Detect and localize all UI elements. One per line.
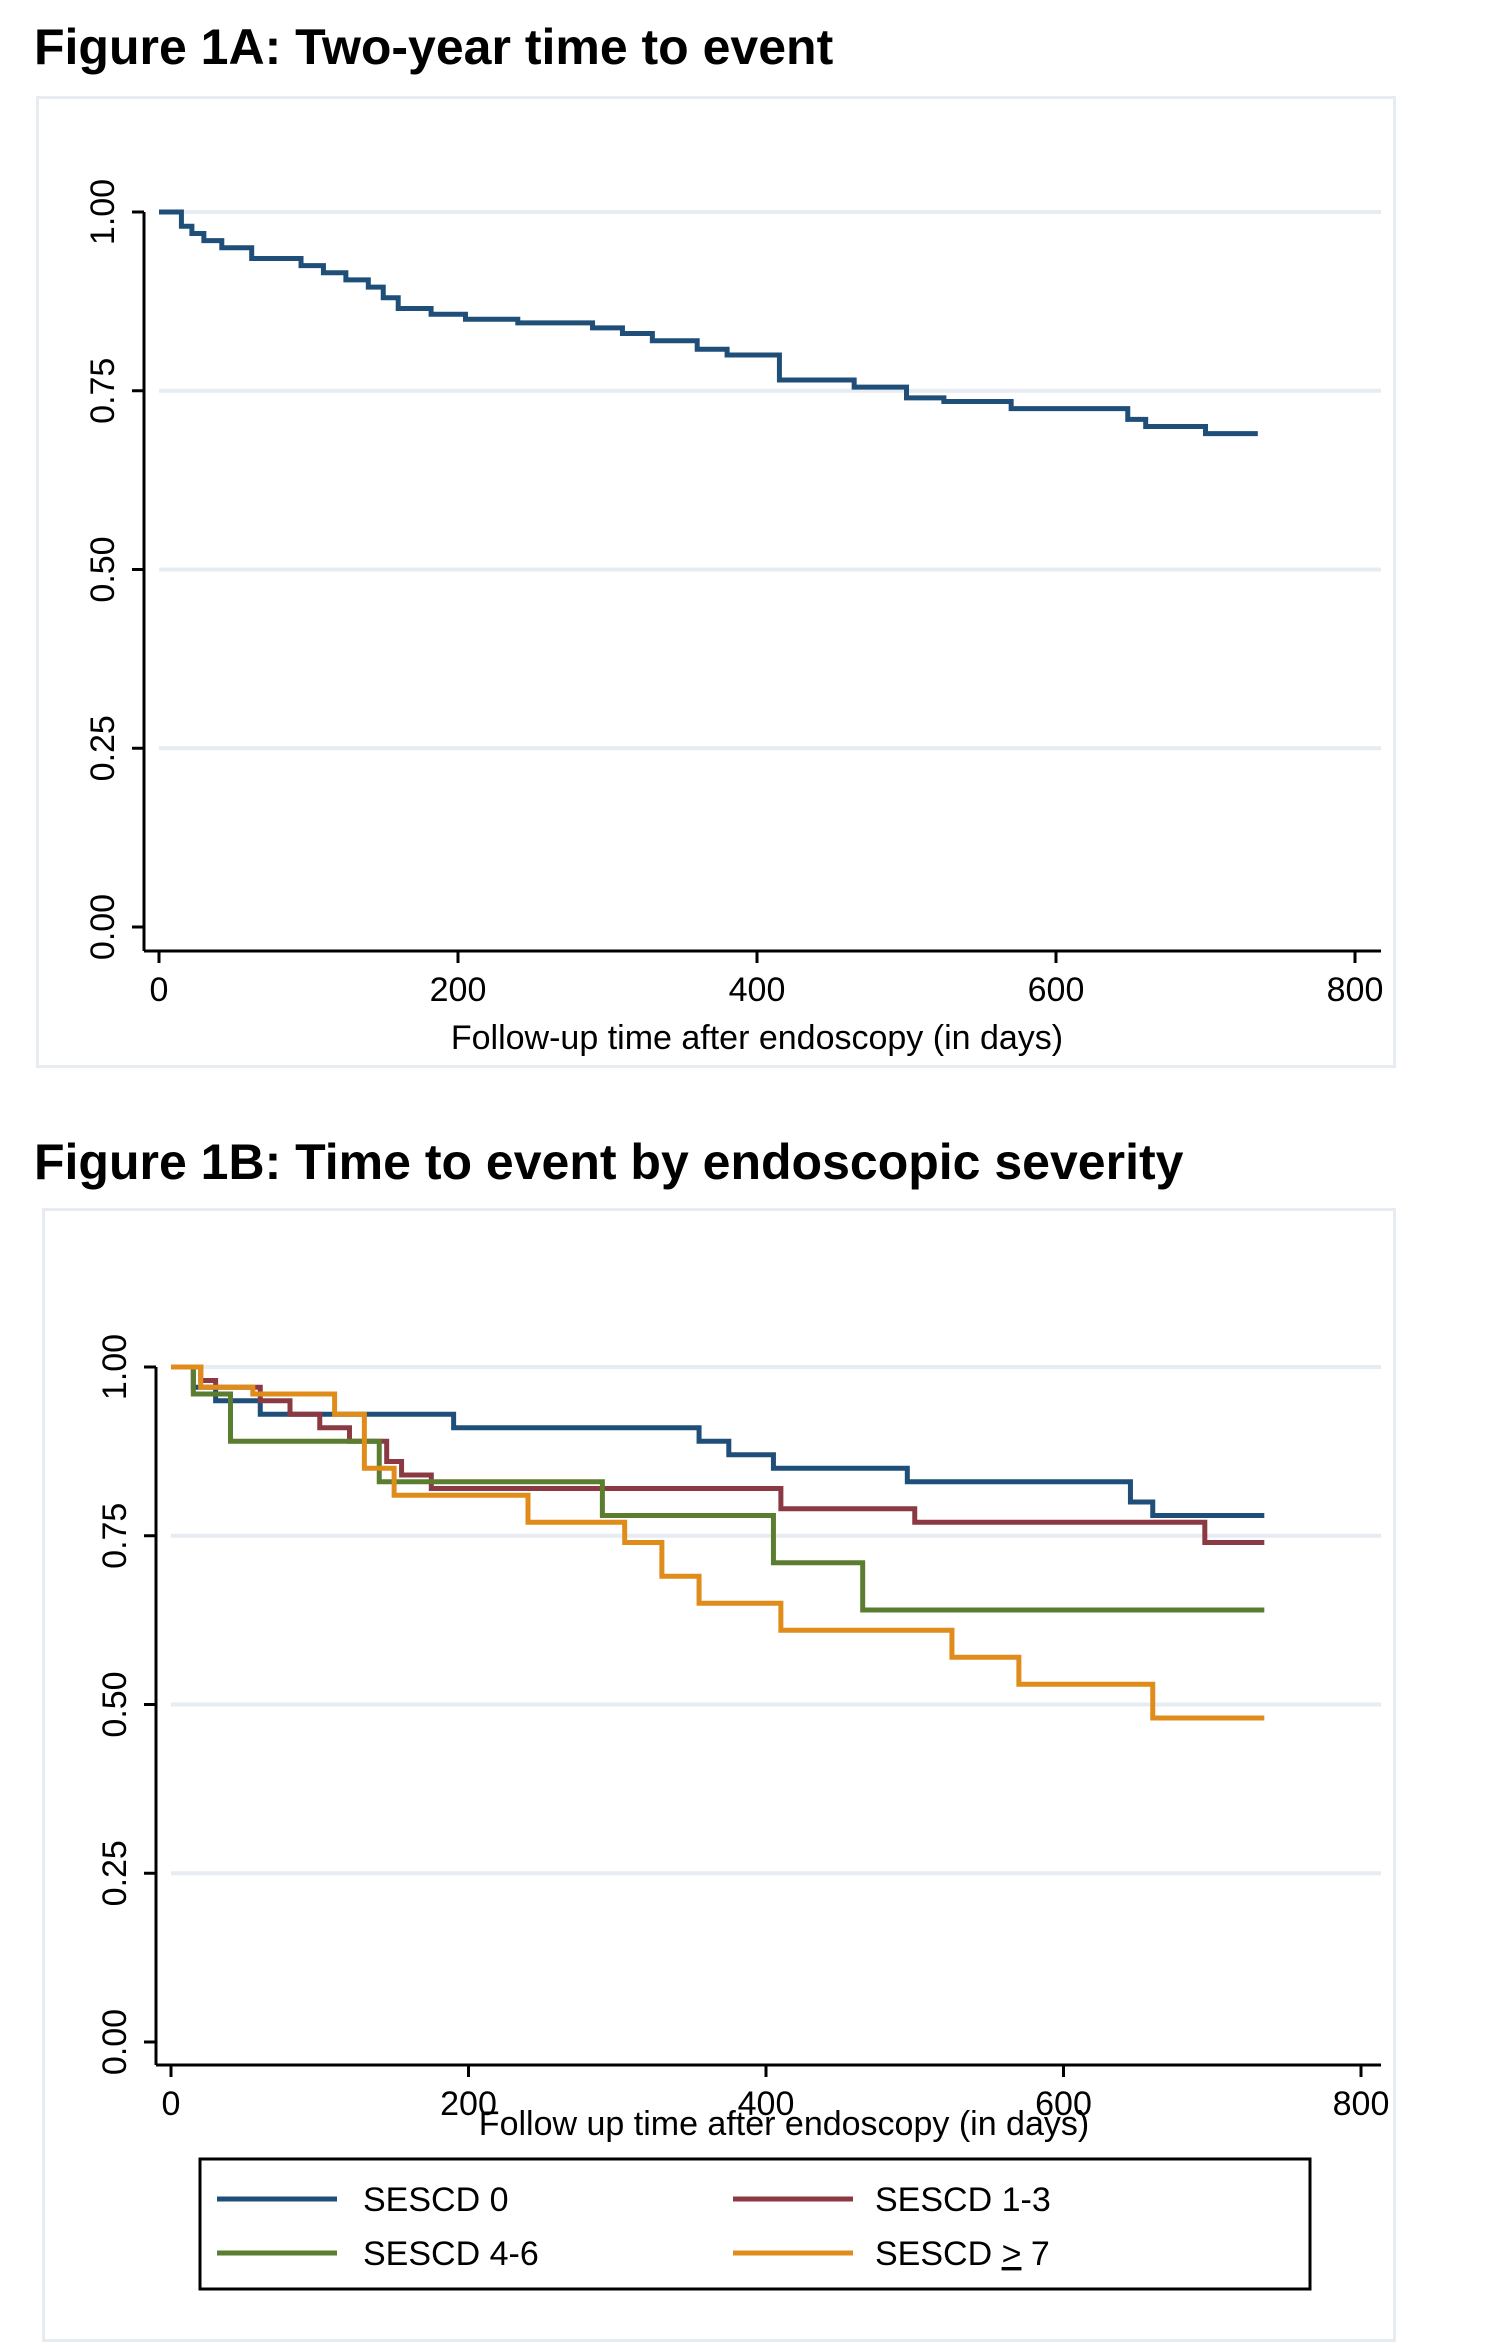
y-tick-label-0.50: 0.50	[84, 536, 122, 602]
figure-1b-grid	[171, 1365, 1381, 1876]
figure-1a-title: Figure 1A: Two-year time to event	[34, 19, 834, 75]
figure-1a-panel: 0 200 400 600 800 0.00 0.25 0.50 0.75 1.00 Follow…	[36, 96, 1396, 1068]
legend-label-sescd-1-3: SESCD 1-3	[875, 2181, 1051, 2219]
figure-1a-x-axis-label: Follow-up time after endoscopy (in days)	[451, 1019, 1063, 1057]
x-tick-label-0: 0	[150, 971, 169, 1009]
x-tick-label-200: 200	[430, 971, 487, 1009]
x-tick-label-400: 400	[729, 971, 786, 1009]
legend-label-sescd-4-6: SESCD 4-6	[363, 2235, 539, 2273]
figure-1b-title: Figure 1B: Time to event by endoscopic s…	[34, 1134, 1184, 1190]
figure-1b-x-axis-label: Follow up time after endoscopy (in days)	[479, 2105, 1089, 2143]
x-tick-label-0: 0	[162, 2085, 181, 2123]
y-tick-label-0.75: 0.75	[96, 1503, 134, 1569]
x-tick-label-800: 800	[1333, 2085, 1390, 2123]
figure-1b-series	[171, 1364, 1265, 1721]
y-tick-label-0.25: 0.25	[96, 1840, 134, 1906]
legend-label-sescd-7-symbol: >	[1002, 2235, 1022, 2273]
figure-1b-axes: 0 200 400 600 800 0.00 0.25 0.50 0.75 1.00	[96, 1334, 1389, 2123]
figure-1b-panel: 0 200 400 600 800 0.00 0.25 0.50 0.75 1.00 Follow…	[42, 1208, 1396, 2342]
figure-1b-chart: 0 200 400 600 800 0.00 0.25 0.50 0.75 1.00 Follow…	[96, 1334, 1389, 2291]
x-tick-label-400: 400	[738, 2085, 795, 2123]
legend-label-sescd-7: SESCD > 7	[875, 2235, 1050, 2273]
legend-label-sescd-7-prefix: SESCD	[875, 2235, 1002, 2273]
figure-1a-grid	[159, 210, 1381, 751]
figure-1a-series	[159, 209, 1258, 437]
y-tick-label-0.00: 0.00	[96, 2009, 134, 2075]
y-tick-label-0.25: 0.25	[84, 715, 122, 781]
x-tick-label-600: 600	[1035, 2085, 1092, 2123]
series-line-sescd-4-6	[171, 1364, 1265, 1613]
legend-label-sescd-7-suffix: 7	[1021, 2235, 1049, 2273]
series-line-survival	[159, 209, 1258, 437]
legend-label-sescd-0: SESCD 0	[363, 2181, 509, 2219]
y-tick-label-1.00: 1.00	[84, 179, 122, 245]
x-tick-label-600: 600	[1028, 971, 1085, 1009]
series-line-sescd-7	[171, 1364, 1265, 1721]
y-tick-label-0.50: 0.50	[96, 1671, 134, 1737]
y-tick-label-0.00: 0.00	[84, 894, 122, 960]
x-tick-label-800: 800	[1327, 971, 1384, 1009]
figure-1b-legend: SESCD 0 SESCD 1-3 SESCD 4-6 SESCD > 7	[198, 2157, 1312, 2291]
y-tick-label-0.75: 0.75	[84, 358, 122, 424]
legend-box	[198, 2157, 1312, 2291]
figure-1a-chart: 0 200 400 600 800 0.00 0.25 0.50 0.75 1.00 Follow…	[84, 179, 1383, 1057]
figure-1a-axes: 0 200 400 600 800 0.00 0.25 0.50 0.75 1.00	[84, 179, 1383, 1009]
x-tick-label-200: 200	[440, 2085, 497, 2123]
y-tick-label-1.00: 1.00	[96, 1334, 134, 1400]
